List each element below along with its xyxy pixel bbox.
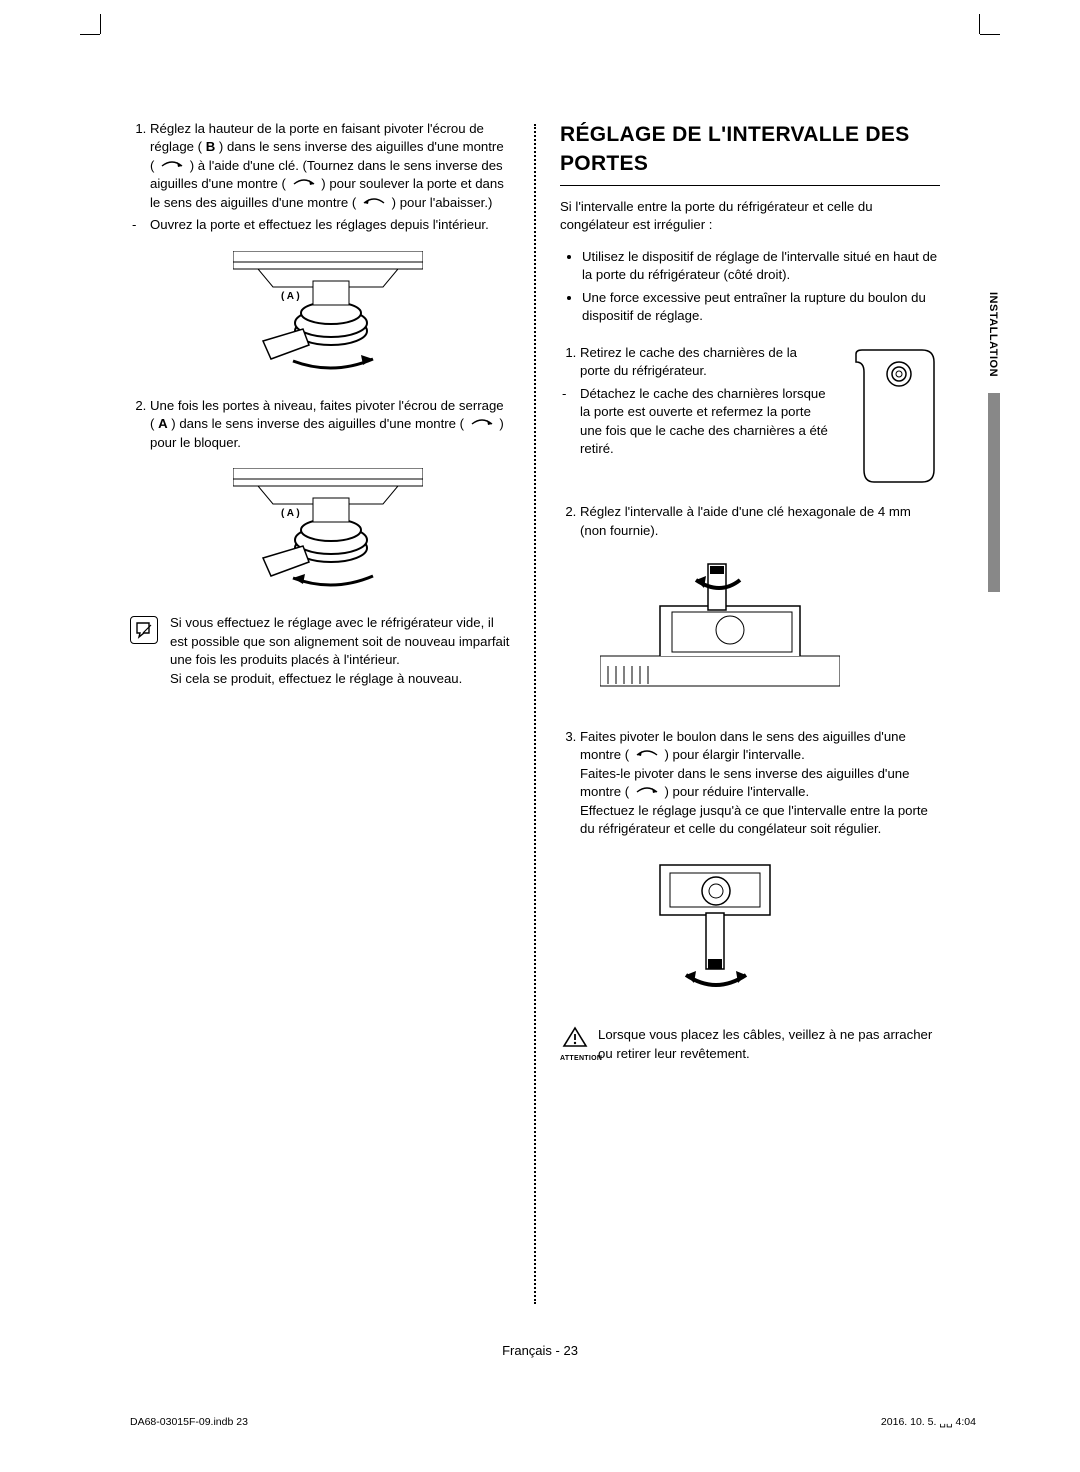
right-column: RÉGLAGE DE L'INTERVALLE DES PORTES Si l'… — [560, 120, 940, 1304]
right-step-2: Réglez l'intervalle à l'aide d'une clé h… — [580, 503, 940, 540]
left-column: Réglez la hauteur de la porte en faisant… — [130, 120, 510, 1304]
attention-text: Lorsque vous placez les câbles, veillez … — [598, 1026, 940, 1063]
section-heading: RÉGLAGE DE L'INTERVALLE DES PORTES — [560, 120, 940, 179]
svg-text:( A ): ( A ) — [281, 508, 300, 519]
note-text: Si vous effectuez le réglage avec le réf… — [170, 614, 510, 688]
side-tab: INSTALLATION — [980, 282, 1004, 592]
right-illustration-3 — [640, 855, 940, 1000]
intro-text: Si l'intervalle entre la porte du réfrig… — [560, 198, 940, 235]
bullet-1: Utilisez le dispositif de réglage de l'i… — [582, 248, 940, 285]
left-illustration-2: ( A ) — [146, 468, 510, 588]
illus-label-a: ( A ) — [281, 291, 300, 302]
cw-arrow-icon — [633, 749, 661, 761]
left-step-2: Une fois les portes à niveau, faites piv… — [150, 397, 510, 452]
left-dash-1: Ouvrez la porte et effectuez les réglage… — [150, 216, 510, 234]
note-icon — [130, 616, 158, 644]
column-divider — [534, 124, 536, 1304]
attention-block: ATTENTION Lorsque vous placez les câbles… — [560, 1026, 940, 1063]
ccw-arrow-icon — [468, 418, 496, 430]
attention-label: ATTENTION — [560, 1054, 590, 1064]
side-tab-bar — [988, 393, 1000, 592]
footer-right: 2016. 10. 5. ␣␣ 4:04 — [881, 1415, 976, 1430]
ccw-arrow-icon — [158, 160, 186, 172]
note-block: Si vous effectuez le réglage avec le réf… — [130, 614, 510, 688]
bullet-2: Une force excessive peut entraîner la ru… — [582, 289, 940, 326]
right-step-1: Retirez le cache des charnières de la po… — [580, 344, 830, 381]
right-dash-1: Détachez le cache des charnières lorsque… — [580, 385, 830, 459]
section-rule — [560, 185, 940, 186]
side-tab-label: INSTALLATION — [980, 282, 1004, 387]
left-step-1: Réglez la hauteur de la porte en faisant… — [150, 120, 510, 212]
right-step-3: Faites pivoter le boulon dans le sens de… — [580, 728, 940, 839]
right-illustration-1 — [844, 344, 940, 489]
left-illustration-1: ( A ) — [146, 251, 510, 371]
footer-left: DA68-03015F-09.indb 23 — [130, 1415, 248, 1430]
warning-icon: ATTENTION — [560, 1026, 590, 1063]
ccw-arrow-icon — [290, 178, 318, 190]
cw-arrow-icon — [360, 197, 388, 209]
ccw-arrow-icon — [633, 786, 661, 798]
right-illustration-2 — [600, 556, 940, 701]
footer-page: Français - 23 — [0, 1342, 1080, 1360]
